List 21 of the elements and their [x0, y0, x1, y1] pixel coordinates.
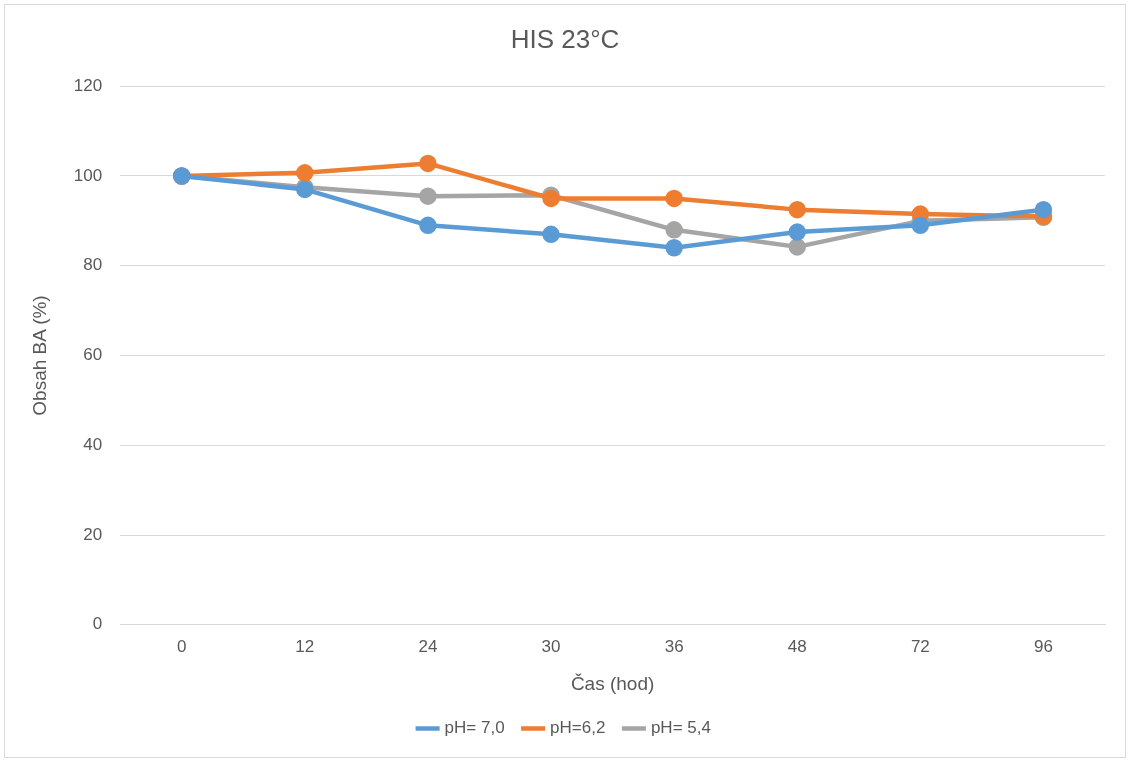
- y-tick-label: 20: [83, 524, 103, 544]
- y-tick-label: 60: [83, 345, 103, 365]
- x-tick-label: 96: [1033, 636, 1053, 656]
- x-tick-label: 0: [176, 636, 187, 656]
- y-tick-label: 40: [83, 434, 103, 454]
- y-tick-label: 120: [73, 75, 103, 95]
- x-axis-title: Čas (hod): [570, 672, 655, 694]
- x-tick-label: 72: [910, 636, 930, 656]
- y-tick-label: 0: [92, 614, 103, 634]
- legend-label: pH= 5,4: [650, 718, 711, 738]
- y-axis-title: Obsah BA (%): [28, 295, 50, 416]
- legend-label: pH=6,2: [550, 718, 606, 738]
- y-tick-label: 80: [83, 255, 103, 275]
- x-tick-label: 36: [664, 636, 684, 656]
- x-tick-label: 48: [787, 636, 807, 656]
- y-tick-label: 100: [73, 165, 103, 185]
- legend-label: pH= 7,0: [444, 718, 505, 738]
- x-tick-label: 30: [541, 636, 561, 656]
- x-tick-label: 24: [418, 636, 438, 656]
- x-tick-label: 12: [295, 636, 315, 656]
- chart-title: HIS 23°C: [510, 23, 620, 54]
